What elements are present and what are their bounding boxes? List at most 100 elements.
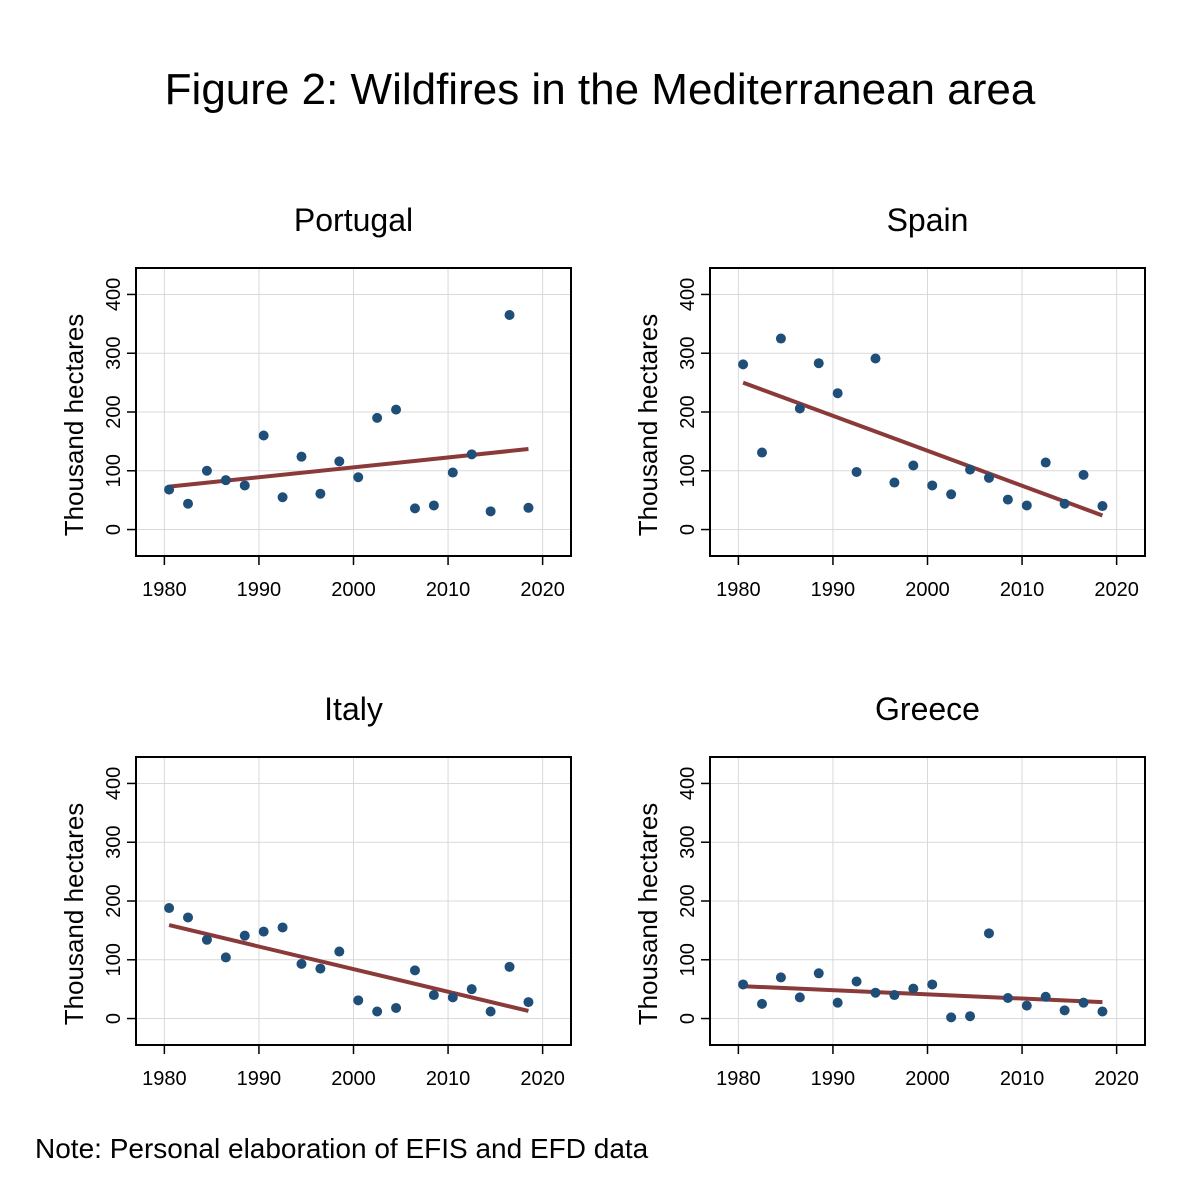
data-point	[372, 412, 383, 423]
data-point	[1097, 501, 1108, 512]
panel-portugal: Portugal 1980 1990 2000 2010 2020 0 100 200 300 40…	[59, 202, 572, 601]
x-tick-label: 2000	[331, 1068, 376, 1090]
x-tick-label: 1990	[237, 579, 282, 601]
data-point	[1040, 457, 1051, 468]
y-tick-label: 0	[677, 1013, 699, 1024]
data-point	[353, 995, 364, 1006]
x-tick-label: 1980	[142, 579, 187, 601]
data-point	[757, 447, 768, 458]
data-point	[164, 903, 175, 914]
data-point	[485, 506, 496, 517]
data-point	[983, 472, 994, 483]
data-point	[201, 465, 212, 476]
data-point	[372, 1006, 383, 1017]
panel-title: Spain	[887, 202, 969, 238]
data-point	[908, 983, 919, 994]
x-tick-label: 1980	[716, 1068, 761, 1090]
x-tick-label: 2010	[1000, 1068, 1045, 1090]
data-point	[851, 976, 862, 987]
data-point	[794, 403, 805, 414]
panel-greece: Greece 1980 1990 2000 2010 2020 0 100 200 300 400 T…	[633, 691, 1146, 1090]
data-point	[220, 475, 231, 486]
data-point	[965, 1011, 976, 1022]
figure-title: Figure 2: Wildfires in the Mediterranean…	[165, 65, 1036, 114]
data-point	[504, 961, 515, 972]
data-point	[927, 979, 938, 990]
data-point	[466, 984, 477, 995]
y-tick-label: 0	[103, 524, 125, 535]
data-point	[775, 972, 786, 983]
y-tick-label: 100	[677, 943, 699, 976]
y-tick-label: 400	[677, 278, 699, 311]
data-point	[870, 987, 881, 998]
x-tick-label: 2020	[520, 579, 565, 601]
data-point	[889, 477, 900, 488]
data-point	[239, 930, 250, 941]
x-tick-label: 1980	[142, 1068, 187, 1090]
data-point	[1021, 500, 1032, 511]
panel-title: Italy	[324, 691, 383, 727]
data-point	[523, 997, 534, 1008]
y-tick-label: 200	[103, 884, 125, 917]
data-point	[523, 502, 534, 513]
x-tick-label: 2020	[1094, 1068, 1139, 1090]
y-tick-label: 400	[677, 767, 699, 800]
data-point	[391, 404, 402, 415]
data-point	[832, 388, 843, 399]
x-tick-label: 2000	[905, 1068, 950, 1090]
data-point	[908, 460, 919, 471]
data-point	[164, 484, 175, 495]
trend-line	[742, 380, 1104, 518]
data-point	[391, 1002, 402, 1013]
data-point	[183, 912, 194, 923]
data-point	[946, 489, 957, 500]
trend-line	[168, 923, 529, 1013]
x-tick-label: 1990	[811, 1068, 856, 1090]
data-point	[1002, 992, 1013, 1003]
data-point	[466, 449, 477, 460]
data-point	[983, 928, 994, 939]
data-point	[870, 353, 881, 364]
data-point	[239, 480, 250, 491]
data-point	[738, 359, 749, 370]
data-point	[296, 451, 307, 462]
data-point	[296, 958, 307, 969]
data-point	[258, 926, 269, 937]
panel-spain: Spain 1980 1990 2000 2010 2020 0 100 200 300 400 Th…	[633, 202, 1146, 601]
data-point	[409, 965, 420, 976]
data-point	[447, 467, 458, 478]
y-tick-label: 200	[103, 395, 125, 428]
x-tick-label: 1990	[811, 579, 856, 601]
data-point	[1078, 469, 1089, 480]
y-tick-label: 300	[677, 826, 699, 859]
data-point	[315, 488, 326, 499]
x-tick-label: 2020	[1094, 579, 1139, 601]
data-point	[851, 466, 862, 477]
data-point	[889, 990, 900, 1001]
figure-note: Note: Personal elaboration of EFIS and E…	[35, 1133, 649, 1164]
y-axis-label: Thousand hectares	[59, 314, 89, 537]
x-tick-label: 2010	[1000, 579, 1045, 601]
y-tick-label: 100	[677, 454, 699, 487]
data-point	[1002, 494, 1013, 505]
x-tick-label: 2010	[426, 579, 471, 601]
y-axis-label: Thousand hectares	[59, 803, 89, 1026]
y-tick-label: 100	[103, 454, 125, 487]
x-tick-label: 2020	[520, 1068, 565, 1090]
data-point	[1078, 997, 1089, 1008]
data-point	[813, 968, 824, 979]
y-tick-label: 100	[103, 943, 125, 976]
data-point	[428, 500, 439, 511]
data-point	[965, 464, 976, 475]
panel-italy: Italy 1980 1990 2000 2010 2020 0 100 200 300 400 Th…	[59, 691, 572, 1090]
data-point	[1059, 498, 1070, 509]
data-point	[409, 503, 420, 514]
data-point	[794, 992, 805, 1003]
data-point	[775, 333, 786, 344]
y-tick-label: 300	[103, 337, 125, 370]
data-point	[1021, 1000, 1032, 1011]
y-tick-label: 300	[677, 337, 699, 370]
y-tick-label: 0	[677, 524, 699, 535]
